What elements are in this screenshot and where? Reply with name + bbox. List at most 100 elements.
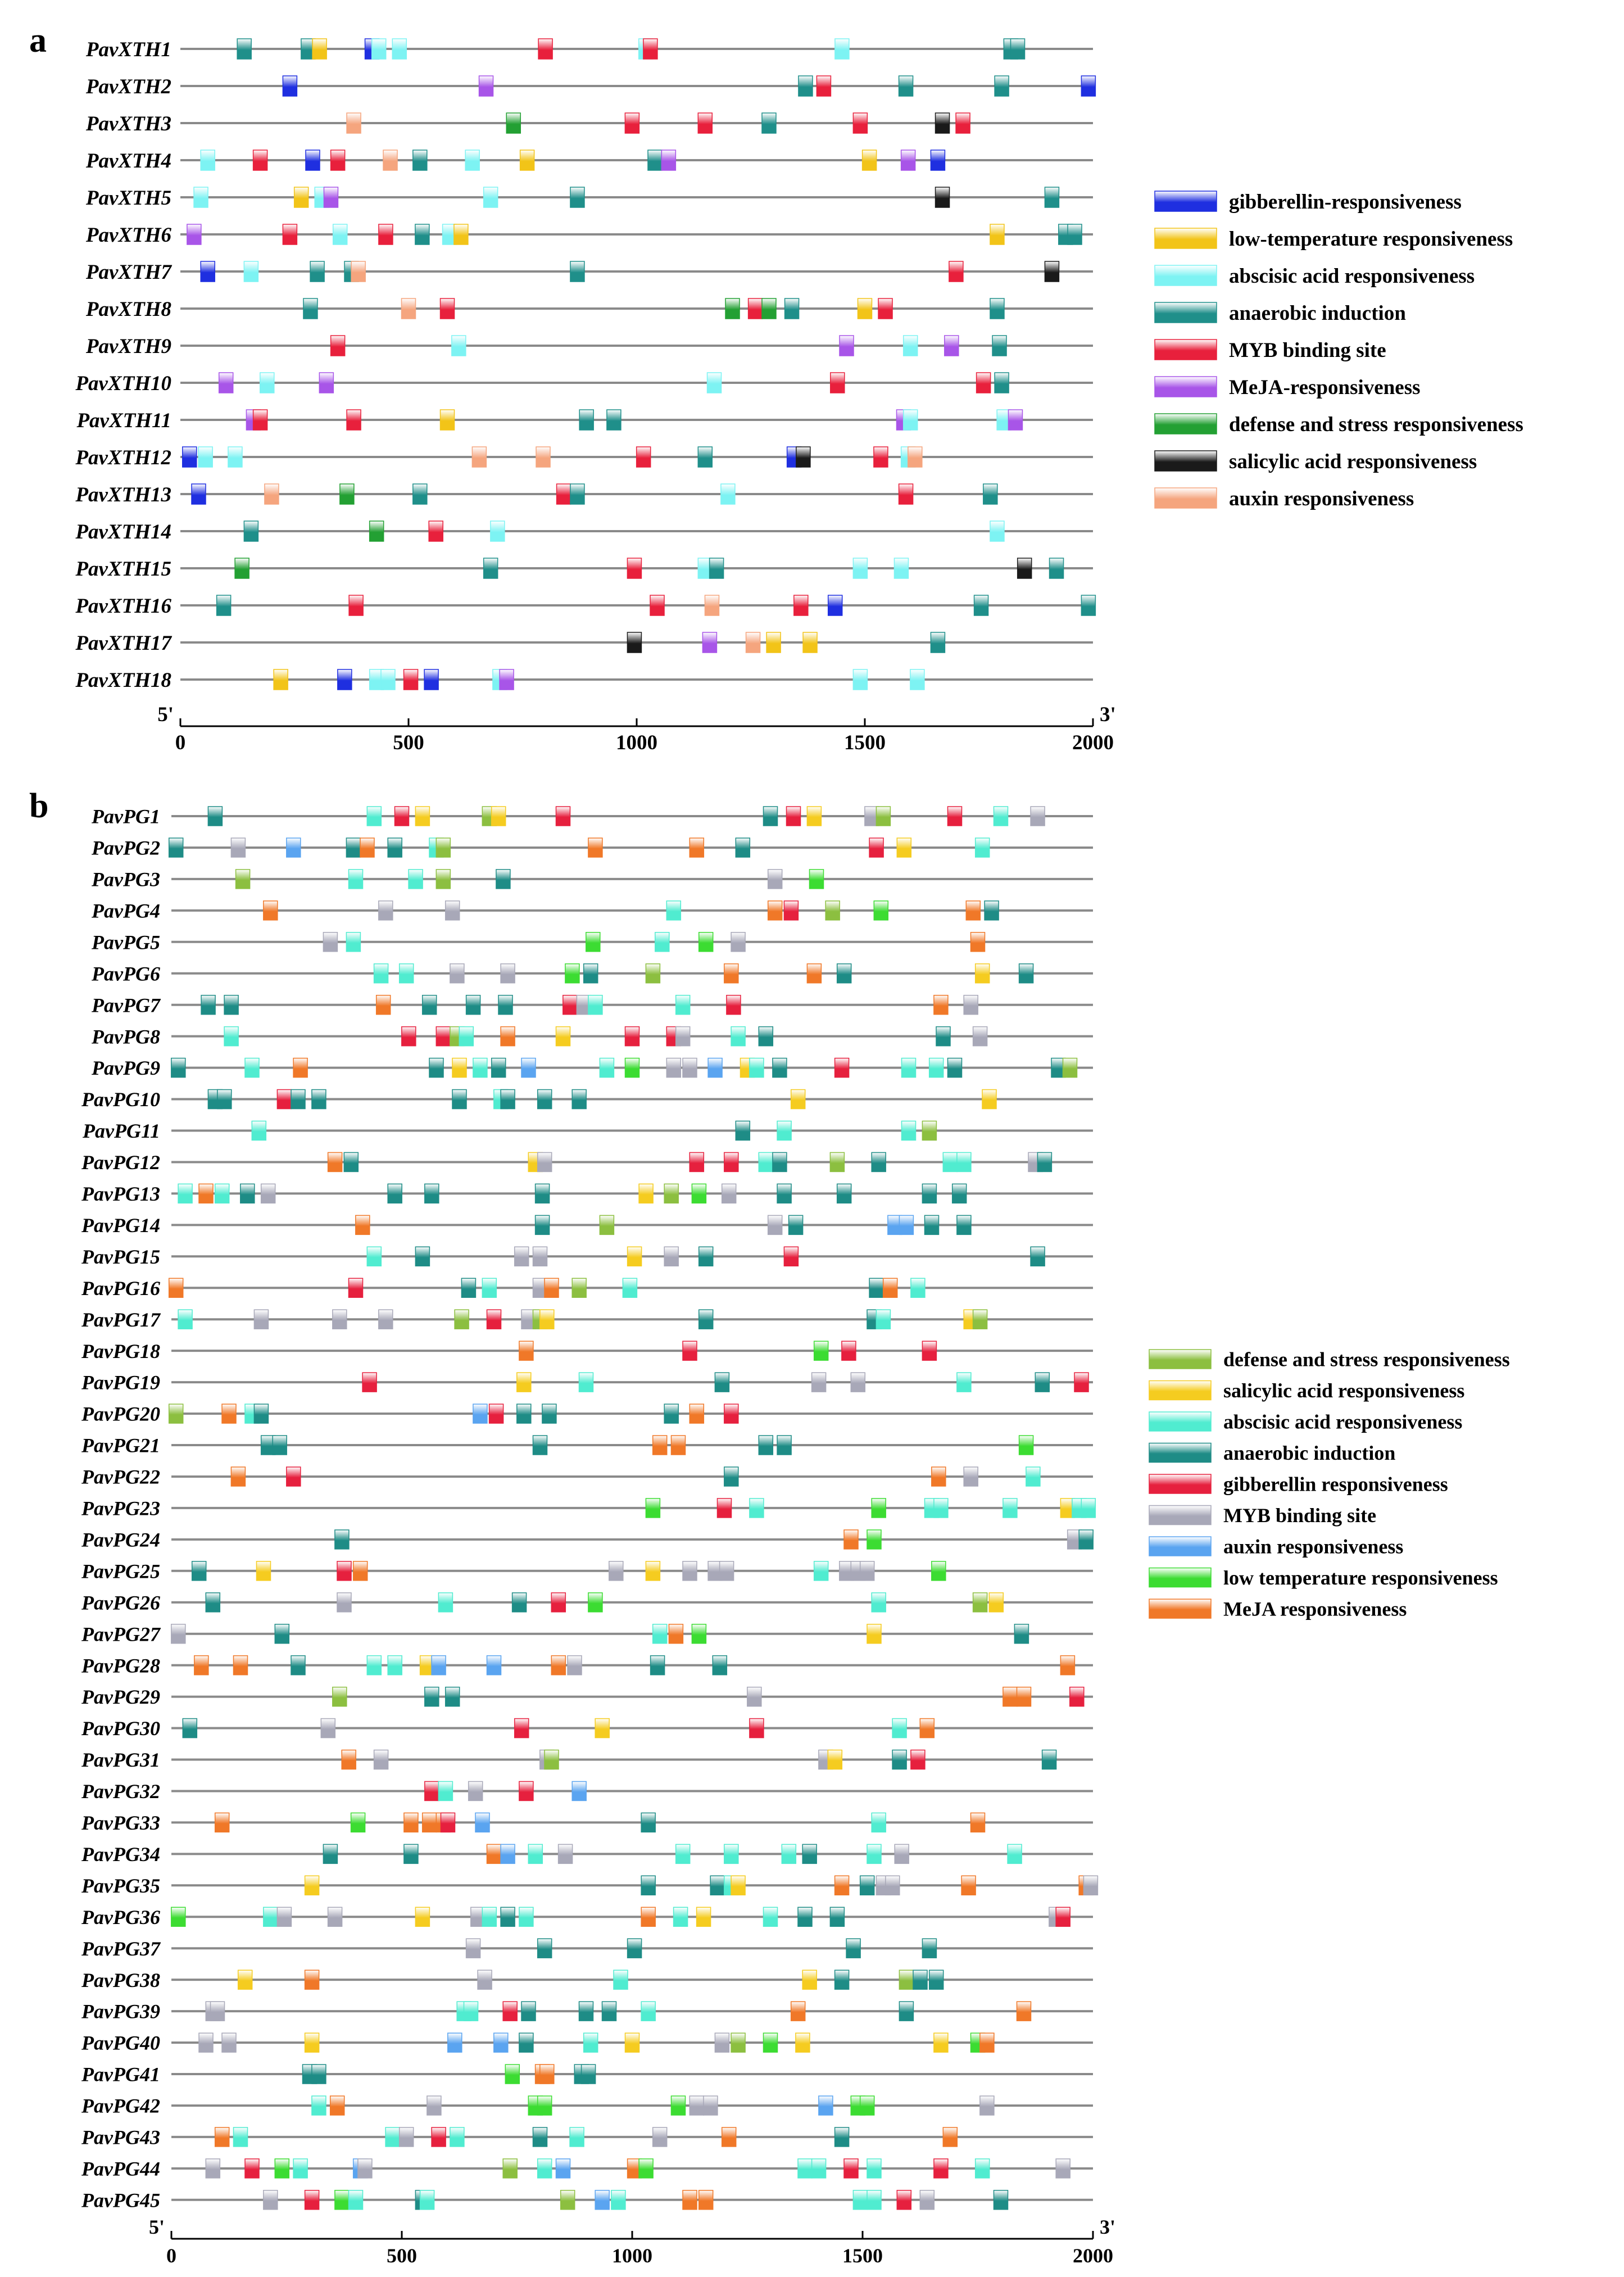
gene-label: PavPG16 [81,1277,160,1300]
cis-element-myb [450,963,465,984]
cis-element-ana [928,1970,944,1990]
cis-element-myb [210,2001,225,2021]
cis-element-ana [491,1057,506,1078]
cis-element-def [645,963,661,984]
gene-row: PavPG29 [81,1686,1093,1708]
cis-element-myb [323,932,338,952]
legend: gibberellin-responsiveness low-temperatur… [1154,191,1523,510]
cis-element-ana [310,261,325,282]
cis-element-sal [974,963,990,984]
legend-label: auxin responsiveness [1229,487,1414,510]
cis-element-ana [1041,1749,1057,1770]
cis-element-aba [956,1372,972,1392]
cis-element-myb [439,298,455,319]
cis-element-ana [936,1026,951,1047]
cis-element-meja [834,1875,850,1896]
tick-label: 1000 [616,731,657,754]
cis-element-ana [788,1215,804,1235]
cis-element-ana [777,1435,792,1455]
cis-element-aux [493,2032,509,2053]
cis-element-myb [276,1907,292,1927]
cis-element-ana [772,1152,787,1173]
cis-element-ana [224,994,239,1015]
tick-label: 1500 [844,731,886,754]
cis-element-meja [933,994,949,1015]
gene-label: PavXTH17 [75,632,172,655]
cis-element-meja [214,2127,230,2147]
gene-label: PavPG23 [81,1497,160,1520]
cis-element-ana [412,483,428,505]
cis-element-myb [859,1561,875,1581]
gene-row: PavPG5 [91,931,1093,953]
cis-element-ana [1067,224,1082,245]
cis-element-low [586,932,601,952]
cis-element-aux [264,483,279,505]
cis-element-ana [570,187,585,208]
cis-element-aba [380,669,396,690]
cis-element-aba [398,963,414,984]
cis-element-meja [230,1466,246,1487]
cis-element-low [857,298,873,319]
cis-element-gib [783,1246,799,1267]
cis-element-aux [555,2158,571,2179]
cis-element-gib [834,1057,850,1078]
cis-element-aux [383,150,398,171]
cis-element-aux [486,1655,502,1676]
cis-element-myb [963,994,978,1015]
gene-row: PavPG10 [81,1088,1093,1111]
cis-element-meja [970,1812,986,1833]
legend-swatch [1154,487,1217,509]
legend-swatch [1154,339,1217,360]
tick-label: 0 [166,2244,176,2267]
cis-element-ana [542,1404,557,1424]
cis-element-aux [351,261,366,282]
gene-label: PavXTH2 [85,75,171,98]
cis-element-aba [910,1278,926,1298]
cis-element-aba [867,1844,882,1864]
cis-element-meja [944,335,959,356]
cis-element-meja [168,1278,184,1298]
cis-element-sal [696,1907,711,1927]
cis-element-def [436,869,451,889]
legend-entry: defense and stress responsiveness [1149,1348,1510,1371]
cis-element-ana [973,595,989,616]
cis-element-myb [538,38,553,60]
cis-element-myb [811,1372,827,1392]
cis-element-aba [373,963,389,984]
panel-a: a PavXTH1 PavXTH2 PavXTH3 PavXTH4 PavXTH5 PavX… [29,21,1523,754]
cis-element-ana [913,1970,928,1990]
legend-entry: gibberellin-responsiveness [1154,191,1462,214]
cis-element-myb [465,1938,481,1958]
cis-element-ana [871,1152,886,1173]
cis-element-ana [534,1183,550,1204]
cis-element-myb [332,1309,347,1329]
cis-element-aux [908,446,923,468]
cis-element-meja [724,963,739,984]
cis-element-meja [539,2064,555,2084]
cis-element-ana [272,1435,287,1455]
gene-row: PavPG31 [81,1749,1093,1771]
cis-element-myb [282,224,298,245]
cis-element-gib [910,1749,926,1770]
gene-label: PavXTH10 [75,372,171,395]
cis-element-low [809,869,824,889]
legend-entry: MeJA-responsiveness [1154,376,1421,399]
cis-element-ana [1035,1372,1050,1392]
cis-element-ana [171,1057,186,1078]
gene-row: PavPG6 [91,962,1093,985]
cis-element-ana [992,335,1007,356]
legend-label: gibberellin-responsiveness [1229,191,1462,214]
cis-element-ana [461,1278,477,1298]
cis-element-aba [933,1498,949,1518]
legend-label: salicylic acid responsiveness [1223,1379,1464,1402]
cis-element-aux [500,1844,515,1864]
cis-element-gib [726,994,741,1015]
cis-element-ana [205,1592,221,1613]
cis-element-sal [827,1749,843,1770]
cis-element-ana [714,1372,730,1392]
tick-label: 500 [393,731,424,754]
cis-element-gib [562,994,578,1015]
cis-element-sal [731,1875,746,1896]
cis-element-ana [201,994,216,1015]
